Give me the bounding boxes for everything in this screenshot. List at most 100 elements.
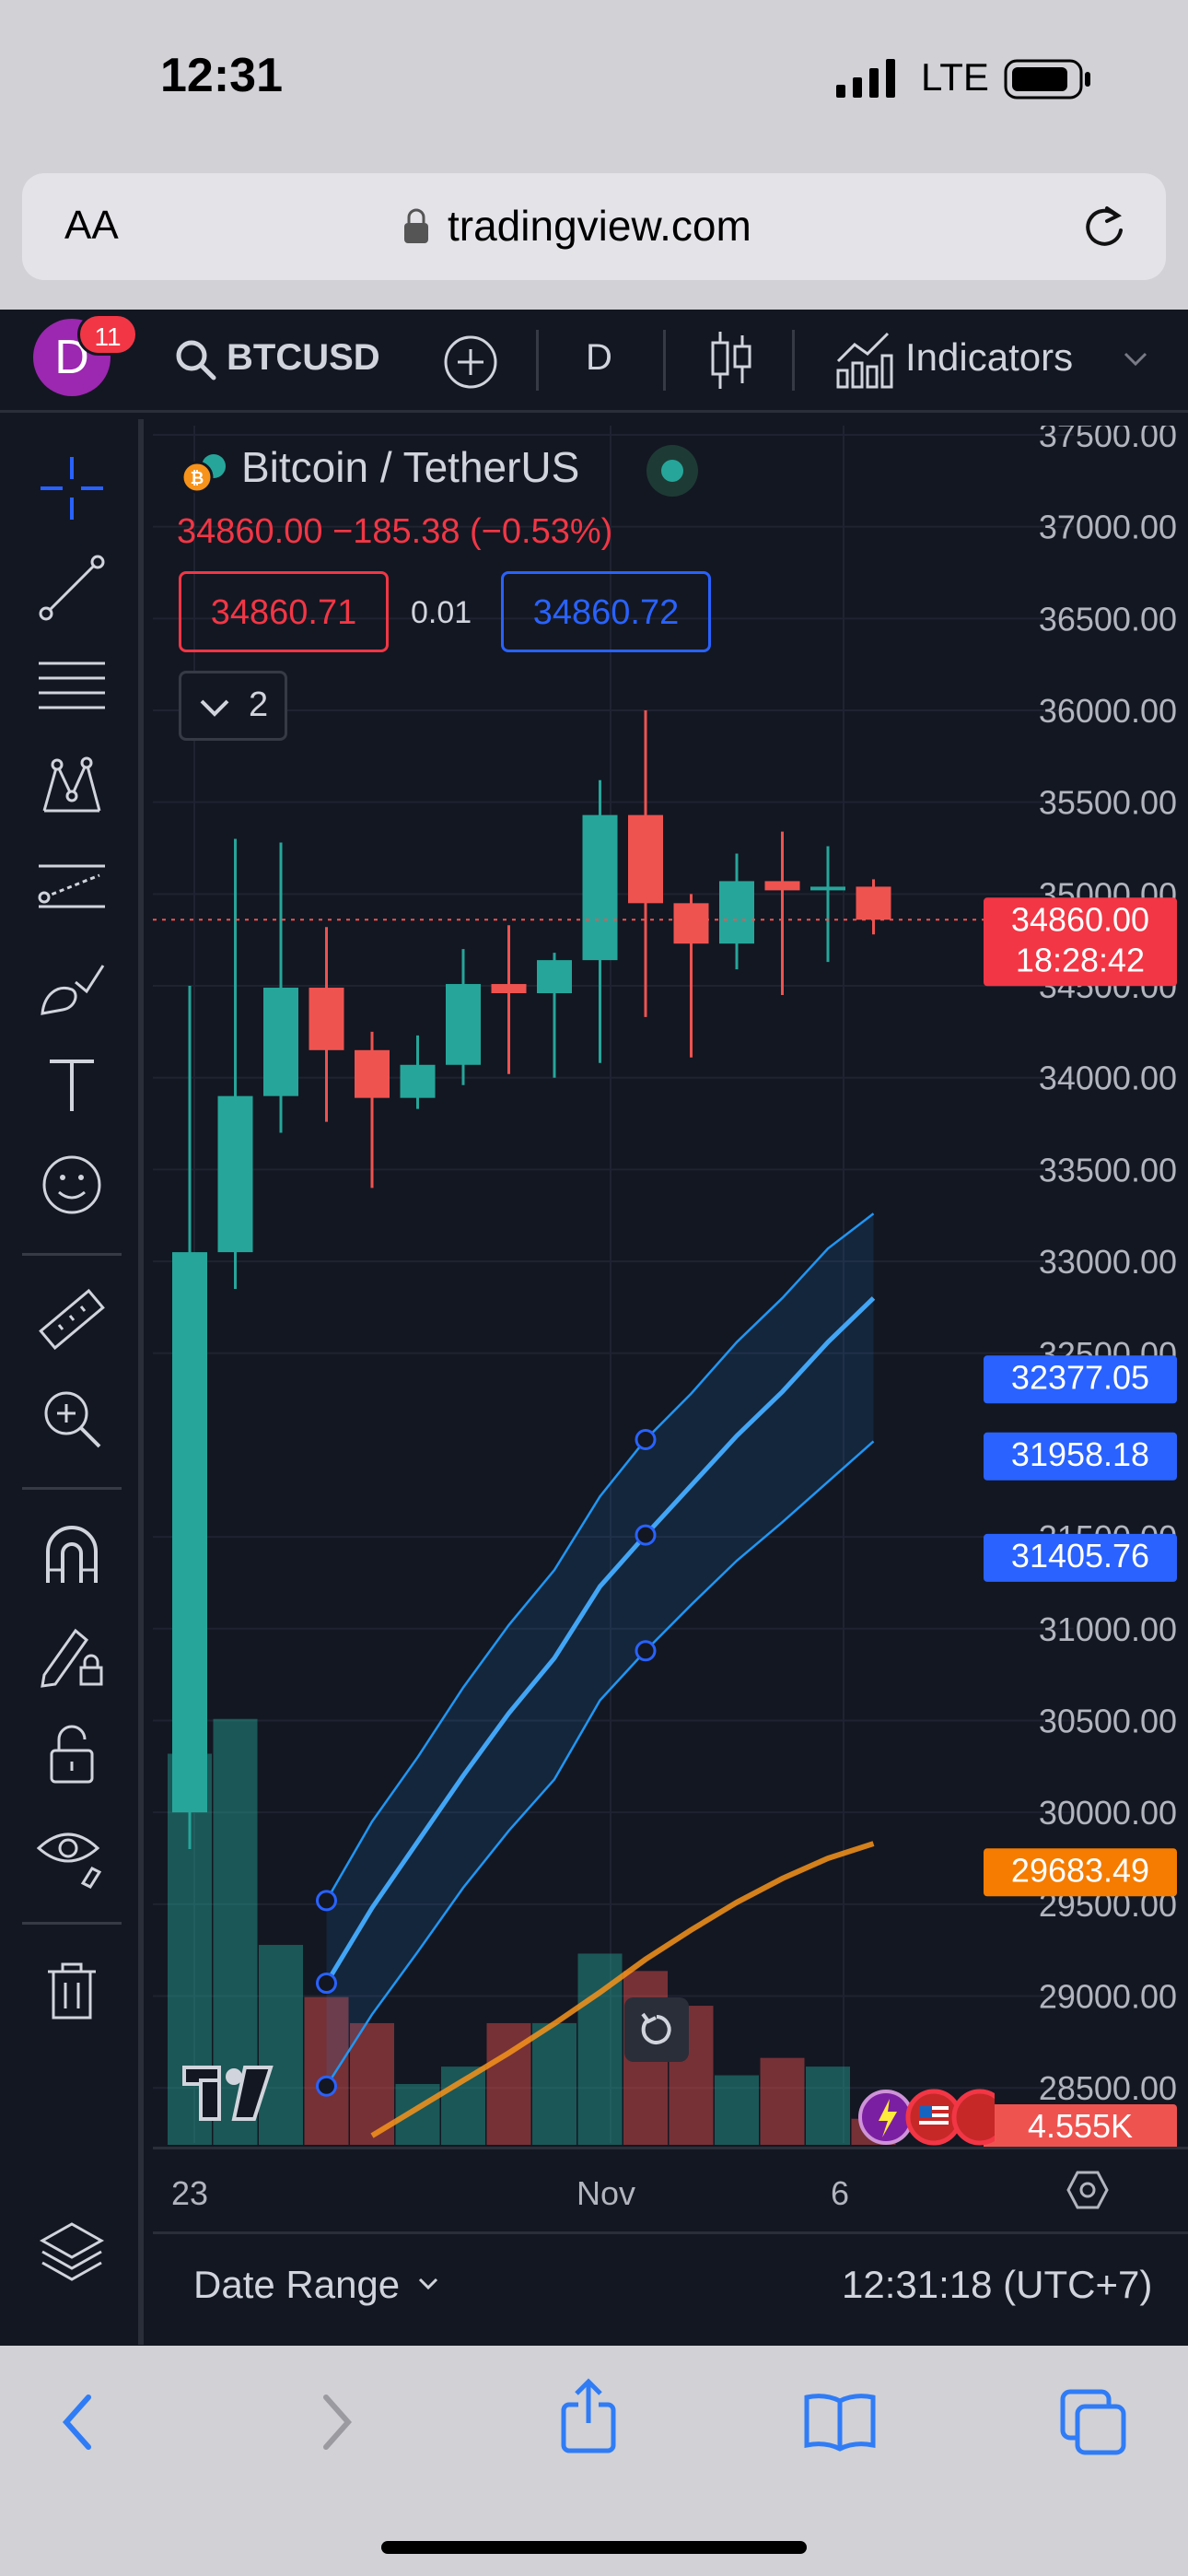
price-chart[interactable]: 37500.00 37000.00 36500.00 36000.00 35500.00… bbox=[153, 426, 1188, 2149]
crosshair-icon[interactable] bbox=[35, 451, 109, 525]
tradingview-logo-icon bbox=[182, 2066, 274, 2121]
volume-bar bbox=[577, 1953, 623, 2145]
moving-average-label-bg bbox=[984, 1848, 1177, 1897]
band-indicator bbox=[316, 1212, 876, 2097]
sell-price-button[interactable]: 34860.71 bbox=[179, 571, 389, 652]
band-lower-line bbox=[325, 1440, 875, 2087]
share-icon[interactable] bbox=[556, 2377, 621, 2454]
interval-button[interactable]: D bbox=[586, 337, 612, 378]
price-axis-label: 30500.00 bbox=[1039, 1702, 1177, 1739]
brush-icon[interactable] bbox=[35, 949, 109, 1023]
settings-icon[interactable] bbox=[1066, 2169, 1109, 2211]
trend-line-icon[interactable] bbox=[35, 551, 109, 625]
candle-body bbox=[400, 1064, 436, 1098]
text-size-button[interactable]: AA bbox=[64, 203, 119, 248]
moving-average-label: 29683.49 bbox=[1011, 1851, 1149, 1889]
bookmarks-icon[interactable] bbox=[803, 2392, 877, 2453]
network-type: LTE bbox=[921, 55, 989, 99]
volume-bar bbox=[532, 2022, 577, 2145]
band-middle-label: 31958.18 bbox=[1011, 1435, 1149, 1473]
chevron-down-icon[interactable] bbox=[1122, 350, 1149, 369]
volume-bar bbox=[304, 1996, 349, 2145]
time-axis[interactable] bbox=[153, 2147, 1188, 2230]
volume-bar bbox=[760, 2057, 805, 2145]
toolbar-divider bbox=[22, 1922, 122, 1925]
band-lower-label-bg bbox=[984, 1533, 1177, 1582]
chevron-down-icon[interactable] bbox=[416, 2276, 440, 2292]
battery-icon bbox=[1004, 59, 1090, 100]
events-icons[interactable] bbox=[856, 2084, 995, 2149]
symbol-search-button[interactable]: BTCUSD bbox=[227, 337, 380, 378]
toolbar-divider bbox=[22, 1253, 122, 1256]
volume-bar bbox=[715, 2075, 759, 2145]
price-axis-label: 37000.00 bbox=[1039, 509, 1177, 546]
layers-icon[interactable] bbox=[35, 2215, 109, 2289]
legend-price-change: 34860.00 −185.38 (−0.53%) bbox=[177, 512, 613, 551]
price-axis-label: 36500.00 bbox=[1039, 600, 1177, 638]
band-middle-label-bg bbox=[984, 1432, 1177, 1481]
band-middle-line bbox=[324, 1296, 876, 1985]
last-price-label-bg bbox=[984, 897, 1177, 987]
toolbar-divider bbox=[792, 330, 795, 391]
lock-icon bbox=[404, 208, 428, 243]
url-text[interactable]: tradingview.com bbox=[448, 202, 751, 250]
candle-body bbox=[856, 886, 891, 920]
volume-label: 4.555K bbox=[1028, 2107, 1133, 2145]
price-axis-label: 29000.00 bbox=[1039, 1978, 1177, 2016]
text-icon[interactable] bbox=[35, 1048, 109, 1122]
compare-add-icon[interactable] bbox=[442, 334, 499, 391]
forward-icon[interactable] bbox=[313, 2390, 359, 2454]
chart-footer bbox=[153, 2231, 1188, 2333]
fib-retracement-icon[interactable] bbox=[35, 650, 109, 724]
eye-icon[interactable] bbox=[35, 1817, 109, 1891]
lock-drawings-icon[interactable] bbox=[35, 1618, 109, 1692]
price-axis-label: 33000.00 bbox=[1039, 1243, 1177, 1281]
candle-body bbox=[217, 1095, 253, 1253]
buy-price-button[interactable]: 34860.72 bbox=[501, 571, 711, 652]
market-open-status-icon bbox=[646, 445, 698, 497]
chart-top-bar bbox=[0, 310, 1188, 413]
hidden-indicator-count: 2 bbox=[249, 685, 269, 724]
signal-icon bbox=[836, 59, 895, 98]
reload-icon[interactable] bbox=[1079, 203, 1129, 252]
indicators-button[interactable]: Indicators bbox=[905, 335, 1074, 379]
ruler-icon[interactable] bbox=[35, 1282, 109, 1356]
band-anchor-point bbox=[635, 1524, 657, 1546]
timezone-clock[interactable]: 12:31:18 (UTC+7) bbox=[842, 2263, 1153, 2306]
reset-icon bbox=[641, 2012, 671, 2044]
band-anchor-point bbox=[316, 2075, 337, 2097]
moving-average bbox=[370, 1841, 875, 2138]
bitcoin-tether-logo-icon: ₿ bbox=[181, 454, 226, 494]
last-price-label: 34860.00 bbox=[1011, 900, 1149, 938]
band-fill bbox=[326, 1213, 874, 2087]
price-axis-label: 31000.00 bbox=[1039, 1610, 1177, 1648]
search-icon[interactable] bbox=[173, 337, 219, 383]
unlock-icon[interactable] bbox=[35, 1717, 109, 1791]
indicators-icon[interactable] bbox=[834, 328, 893, 391]
magnet-icon[interactable] bbox=[35, 1518, 109, 1592]
trash-icon[interactable] bbox=[35, 1953, 109, 2027]
candles-type-icon[interactable] bbox=[707, 328, 755, 392]
band-upper-label: 32377.05 bbox=[1011, 1358, 1149, 1396]
symbol-title[interactable]: Bitcoin / TetherUS bbox=[241, 443, 580, 491]
emoji-icon[interactable] bbox=[35, 1148, 109, 1222]
url-bar[interactable] bbox=[22, 173, 1166, 280]
tabs-icon[interactable] bbox=[1059, 2388, 1127, 2456]
toolbar-divider bbox=[536, 330, 539, 391]
candle-body bbox=[537, 960, 572, 994]
reset-chart-button[interactable] bbox=[624, 1997, 689, 2062]
forecast-icon[interactable] bbox=[35, 849, 109, 923]
back-icon[interactable] bbox=[55, 2390, 101, 2454]
toolbar-divider bbox=[22, 1487, 122, 1490]
candle-body bbox=[172, 1252, 207, 1813]
notification-badge: 11 bbox=[77, 313, 138, 356]
pattern-icon[interactable] bbox=[35, 750, 109, 824]
zoom-in-icon[interactable] bbox=[35, 1382, 109, 1456]
band-upper-line bbox=[325, 1212, 875, 1902]
collapse-indicators-button[interactable] bbox=[179, 671, 287, 741]
candle-body bbox=[673, 903, 709, 944]
volume-bar bbox=[806, 2067, 850, 2145]
moving-average-line bbox=[370, 1841, 875, 2138]
last-price-label: 18:28:42 bbox=[1016, 941, 1145, 978]
date-range-button[interactable]: Date Range bbox=[193, 2263, 401, 2306]
